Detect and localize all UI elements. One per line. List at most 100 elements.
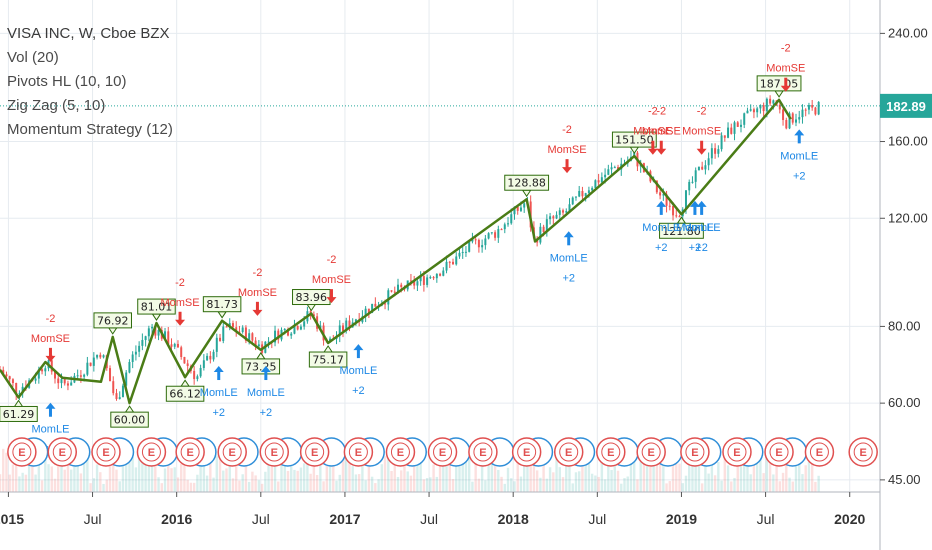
candle-body	[235, 327, 238, 332]
volume-bar	[354, 474, 358, 492]
long-signal: MomLE +2	[780, 129, 818, 182]
candle-body	[633, 152, 636, 157]
volume-bar	[157, 477, 160, 492]
candle-body	[507, 223, 510, 225]
volume-bar	[678, 463, 681, 492]
earnings-marker	[259, 437, 290, 467]
candle-body	[248, 333, 251, 341]
volume-bar	[267, 449, 270, 492]
volume-bar	[768, 450, 772, 492]
volume-bar	[542, 455, 545, 492]
volume-bar	[124, 447, 128, 492]
volume-bar	[626, 476, 629, 492]
volume-bar	[529, 445, 532, 492]
volume-bar	[720, 480, 723, 492]
short-signal: MomSE -2	[766, 43, 805, 92]
candle-body	[435, 273, 438, 279]
earnings-marker-inner	[305, 442, 325, 462]
volume-bar	[474, 447, 477, 492]
volume-bar	[387, 457, 390, 492]
signal-arrow-shaft	[217, 371, 221, 381]
candle-body	[393, 291, 396, 293]
signal-arrow-head	[794, 129, 805, 136]
pivot-box	[504, 174, 550, 191]
volume-bar	[231, 478, 235, 492]
volume-bar	[435, 476, 439, 492]
pivot-box	[137, 298, 176, 315]
pivot-box	[202, 296, 242, 313]
volume-bar	[723, 451, 727, 492]
earnings-marker-label: E	[271, 447, 278, 459]
short-signal: MomSE -2	[312, 254, 351, 304]
candle-body	[202, 360, 205, 368]
volume-bar	[594, 475, 597, 492]
x-tick-label: Jul	[757, 511, 775, 527]
candle-body	[196, 376, 199, 380]
long-signal: MomLE +2	[683, 200, 721, 254]
short-signal-qty: -2	[781, 43, 791, 55]
volume-bar	[137, 447, 141, 492]
volume-bar	[27, 453, 31, 492]
volume-bar	[335, 480, 338, 492]
volume-bar	[503, 483, 506, 492]
short-signal-name: MomSE	[642, 126, 681, 138]
volume-bar	[11, 464, 15, 492]
volume-bar	[383, 456, 387, 492]
volume-bar	[522, 453, 526, 492]
volume-bar	[199, 458, 202, 492]
volume-bar	[516, 458, 519, 492]
candle-body	[244, 327, 247, 341]
volume-bar	[341, 456, 345, 492]
volume-bar	[141, 450, 144, 492]
candle-body	[144, 336, 147, 340]
candle-body	[79, 375, 82, 377]
volume-bar	[92, 478, 96, 492]
volume-bar	[409, 475, 413, 492]
volume-bar	[412, 451, 416, 492]
candle-body	[422, 276, 425, 285]
candle-body	[494, 232, 497, 238]
volume-bar	[283, 455, 286, 492]
volume-bar	[484, 480, 487, 492]
y-tick-label: 160.00	[888, 134, 928, 149]
volume-bar	[616, 470, 620, 492]
candle-body	[215, 337, 218, 352]
volume-bar	[726, 465, 730, 492]
volume-bar	[89, 483, 92, 492]
earnings-marker-label: E	[229, 447, 236, 459]
candle-body	[115, 393, 118, 399]
candle-body	[445, 261, 448, 271]
candle-body	[199, 367, 202, 377]
candle-body	[96, 354, 99, 358]
signal-arrow-shaft	[264, 371, 268, 381]
candle-body	[594, 180, 597, 188]
earnings-marker	[596, 437, 626, 467]
candle-body	[274, 330, 277, 343]
signal-arrow-shaft	[693, 205, 697, 215]
volume-bar	[665, 483, 668, 492]
volume-bar	[235, 447, 238, 492]
volume-bar	[247, 481, 251, 492]
volume-bar	[526, 454, 529, 492]
pivot-pointer	[180, 379, 191, 387]
candle-body	[484, 238, 487, 246]
earnings-marker-label: E	[355, 447, 362, 459]
earnings-marker	[427, 437, 458, 467]
earnings-marker	[217, 437, 247, 467]
pivot-pointer	[107, 327, 118, 335]
candle-body	[37, 369, 40, 379]
earnings-marker	[7, 437, 37, 467]
candle-body	[455, 256, 458, 265]
short-signal-name: MomSE	[547, 144, 586, 156]
volume-bar	[429, 477, 432, 492]
candle-body	[442, 270, 445, 276]
last-price-label: 182.89	[886, 99, 926, 114]
volume-bar	[270, 444, 274, 492]
pivot-pointer	[521, 189, 532, 198]
short-signal: MomSE -2	[682, 106, 721, 155]
earnings-marker-inner	[96, 442, 116, 462]
volume-bar	[95, 464, 99, 492]
candle-body	[92, 357, 95, 366]
